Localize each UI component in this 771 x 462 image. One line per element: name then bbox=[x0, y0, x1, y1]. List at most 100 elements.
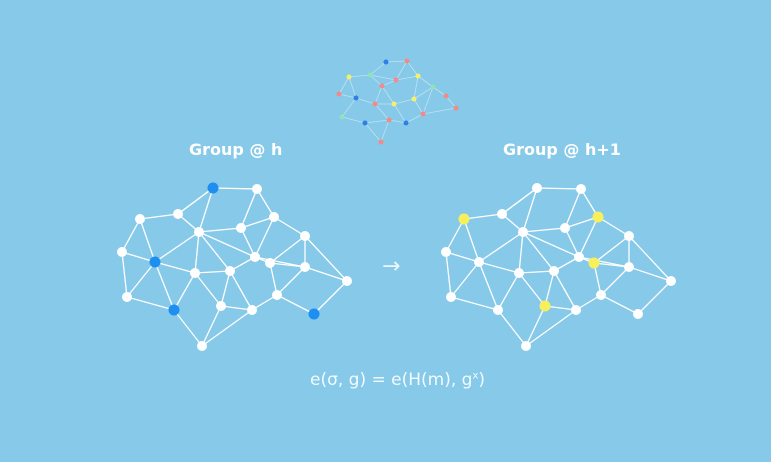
group-h1-edge bbox=[518, 272, 546, 307]
icon-edge bbox=[374, 103, 390, 121]
group-h-edge bbox=[220, 305, 253, 311]
group-h1-edge bbox=[578, 216, 599, 258]
group-h-node bbox=[272, 290, 282, 300]
icon-edge bbox=[445, 95, 457, 109]
group-h-node bbox=[269, 212, 279, 222]
group-h1-node bbox=[571, 305, 581, 315]
group-h1-node bbox=[446, 292, 456, 302]
group-h-node bbox=[225, 266, 235, 276]
icon-edge bbox=[406, 60, 419, 77]
formula-tail: ) bbox=[478, 370, 485, 390]
group-h1-edge bbox=[637, 280, 672, 315]
group-h1-node bbox=[560, 223, 570, 233]
group-h1-edge bbox=[463, 218, 480, 263]
group-h1-edge bbox=[597, 216, 630, 237]
group-h1-edge bbox=[450, 296, 499, 311]
group-h1-edge bbox=[564, 188, 582, 229]
group-h1-node bbox=[624, 231, 634, 241]
icon-node bbox=[403, 120, 409, 126]
icon-edge bbox=[374, 85, 383, 105]
group-h1-highlighted-node bbox=[539, 300, 551, 312]
icon-node bbox=[362, 120, 368, 126]
group-h-edge bbox=[254, 256, 306, 268]
formula-superscript: x bbox=[472, 370, 479, 382]
group-h1-node bbox=[666, 276, 676, 286]
group-h-node bbox=[122, 292, 132, 302]
icon-node bbox=[443, 93, 449, 99]
icon-edge bbox=[341, 116, 366, 124]
group-h-edge bbox=[121, 251, 156, 263]
icon-edge bbox=[369, 74, 397, 81]
group-h-edge bbox=[154, 261, 175, 311]
group-h1-edge bbox=[518, 231, 524, 274]
icon-edge bbox=[405, 113, 424, 124]
icon-node bbox=[411, 96, 417, 102]
group-h-edge bbox=[212, 187, 258, 190]
group-h-edge bbox=[240, 188, 258, 229]
icon-edge bbox=[355, 97, 376, 105]
group-h1-edge bbox=[497, 272, 520, 311]
group-h1-edge bbox=[628, 235, 672, 282]
group-h1-node bbox=[633, 309, 643, 319]
icon-node bbox=[372, 101, 378, 107]
group-h1-node bbox=[532, 183, 542, 193]
group-h-edge bbox=[276, 266, 306, 296]
group-h-edge bbox=[121, 251, 128, 298]
icon-node bbox=[453, 105, 459, 111]
group-h-edge bbox=[194, 272, 222, 307]
group-h-node bbox=[300, 231, 310, 241]
group-h1-edge bbox=[600, 294, 639, 315]
group-h-edge bbox=[194, 270, 231, 274]
group-h-node bbox=[236, 223, 246, 233]
group-h1-edge bbox=[522, 227, 566, 233]
icon-node bbox=[386, 117, 392, 123]
group-h-edge bbox=[276, 294, 315, 315]
group-h-node bbox=[135, 214, 145, 224]
icon-node bbox=[367, 72, 373, 78]
icon-edge bbox=[338, 93, 357, 99]
group-h1-node bbox=[596, 290, 606, 300]
icon-edge bbox=[381, 79, 397, 87]
group-h1-edge bbox=[578, 256, 630, 268]
icon-edge bbox=[380, 119, 390, 143]
icon-edge bbox=[432, 86, 447, 97]
group-h-edge bbox=[198, 227, 242, 233]
icon-edge bbox=[413, 98, 424, 115]
group-h-edge bbox=[254, 216, 275, 258]
group-h1-edge bbox=[501, 187, 538, 215]
icon-edge bbox=[364, 119, 390, 124]
icon-edge bbox=[395, 60, 408, 81]
icon-edge bbox=[413, 86, 434, 100]
group-h-edge bbox=[177, 187, 214, 215]
icon-node bbox=[353, 95, 359, 101]
group-h1-edge bbox=[564, 227, 580, 258]
icon-edge bbox=[348, 74, 371, 78]
group-h-edge bbox=[201, 309, 253, 347]
group-h-edge bbox=[194, 231, 200, 274]
group-h-node bbox=[250, 252, 260, 262]
group-h-node bbox=[300, 262, 310, 272]
icon-edge bbox=[348, 76, 357, 99]
group-h-edge bbox=[126, 296, 175, 311]
group-h1-edge bbox=[553, 270, 577, 311]
icon-node bbox=[383, 59, 389, 65]
icon-node bbox=[404, 58, 410, 64]
icon-edge bbox=[413, 75, 419, 100]
icon-edge bbox=[393, 103, 407, 124]
icon-node bbox=[346, 74, 352, 80]
icon-node bbox=[379, 83, 385, 89]
group-h-node bbox=[252, 184, 262, 194]
icon-edge bbox=[388, 119, 407, 124]
icon-node bbox=[415, 73, 421, 79]
group-h1-graph bbox=[441, 183, 676, 351]
group-h-edge bbox=[198, 231, 231, 272]
group-h1-edge bbox=[522, 187, 538, 233]
group-h1-node bbox=[518, 227, 528, 237]
group-h1-node bbox=[624, 262, 634, 272]
group-h-node bbox=[117, 247, 127, 257]
icon-node bbox=[391, 101, 397, 107]
icon-edge bbox=[364, 122, 382, 143]
right-arrow-icon: → bbox=[382, 254, 401, 279]
group-h-edge bbox=[240, 216, 275, 229]
group-h1-edge bbox=[463, 213, 503, 220]
